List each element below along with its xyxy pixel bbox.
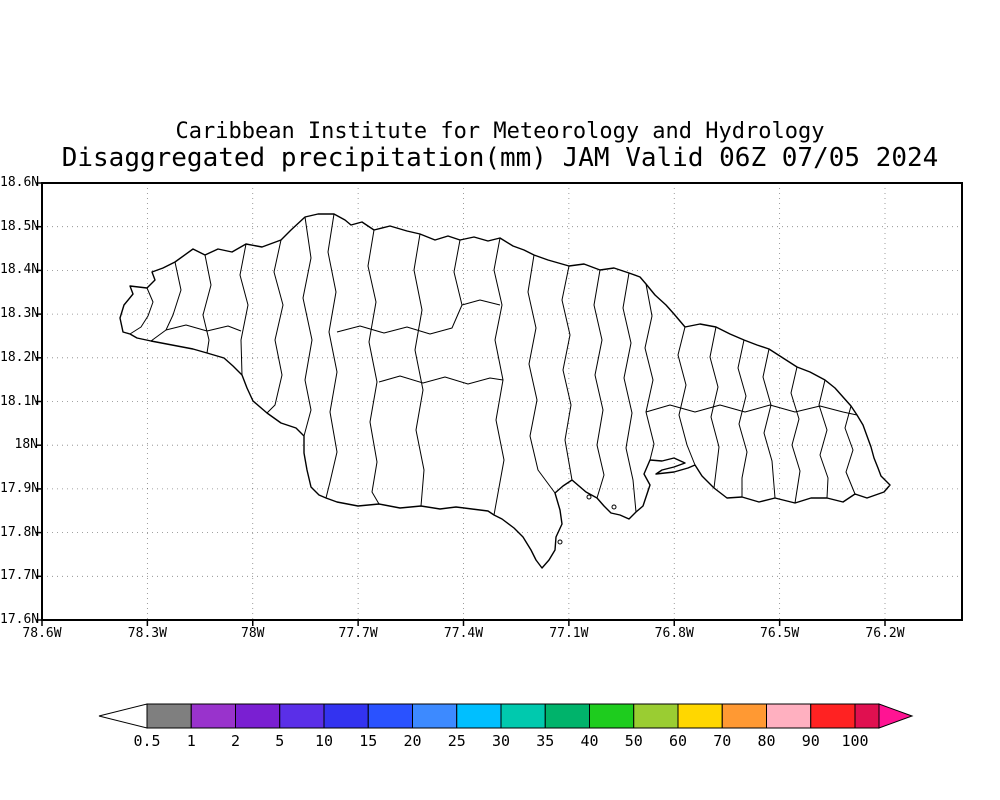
colorbar-segment xyxy=(500,703,546,729)
colorbar-segment xyxy=(766,703,812,729)
watershed-boundary xyxy=(571,479,587,493)
watershed-boundary xyxy=(325,213,338,499)
watershed-boundary xyxy=(709,326,720,489)
colorbar-left-arrow xyxy=(98,703,148,729)
colorbar-segment xyxy=(633,703,679,729)
watershed-boundary xyxy=(644,283,655,461)
watershed-boundary xyxy=(202,254,212,354)
watershed-boundary xyxy=(413,233,425,507)
watershed-boundary xyxy=(378,375,504,385)
watershed-boundary xyxy=(593,269,605,499)
islet xyxy=(586,494,592,500)
watershed-boundary xyxy=(737,339,748,497)
islet xyxy=(611,504,617,510)
colorbar-segment xyxy=(589,703,635,729)
watershed-boundary xyxy=(129,287,154,335)
colorbar-segment xyxy=(279,703,325,729)
institute-title: Caribbean Institute for Meteorology and … xyxy=(175,119,825,144)
colorbar-segment xyxy=(235,703,281,729)
colorbar-segment xyxy=(146,703,192,729)
colorbar-segment xyxy=(323,703,369,729)
colorbar-segment xyxy=(412,703,458,729)
watershed-boundary xyxy=(461,299,501,306)
watershed-boundary xyxy=(336,304,463,335)
watershed-boundary xyxy=(150,261,182,342)
colorbar-segment xyxy=(677,703,723,729)
watershed-boundary xyxy=(367,229,380,505)
watershed-boundary xyxy=(561,265,573,481)
colorbar-segment xyxy=(721,703,767,729)
colorbar-segment xyxy=(544,703,590,729)
colorbar-segment xyxy=(854,703,880,729)
watershed-boundary xyxy=(790,366,801,504)
watershed-boundary xyxy=(818,379,829,499)
watershed-boundary xyxy=(493,237,505,516)
watershed-boundary xyxy=(677,326,696,466)
colorbar-segment xyxy=(810,703,856,729)
colorbar-segment xyxy=(190,703,236,729)
watershed-boundary xyxy=(844,405,856,495)
watershed-boundary xyxy=(762,348,776,499)
watershed-boundary xyxy=(302,216,313,437)
jamaica-coastline xyxy=(119,213,891,569)
colorbar-right-arrow xyxy=(878,703,914,729)
plot-frame xyxy=(41,182,963,621)
watershed-boundary xyxy=(622,272,637,513)
watershed-boundary xyxy=(239,243,249,376)
islet xyxy=(557,539,563,545)
watershed-boundary xyxy=(165,324,242,332)
watershed-boundary xyxy=(453,239,463,306)
colorbar-segment xyxy=(456,703,502,729)
product-title: Disaggregated precipitation(mm) JAM Vali… xyxy=(61,143,939,173)
colorbar-segment xyxy=(367,703,413,729)
watershed-boundary xyxy=(645,404,858,416)
watershed-boundary xyxy=(266,239,284,414)
watershed-boundary xyxy=(527,254,556,494)
